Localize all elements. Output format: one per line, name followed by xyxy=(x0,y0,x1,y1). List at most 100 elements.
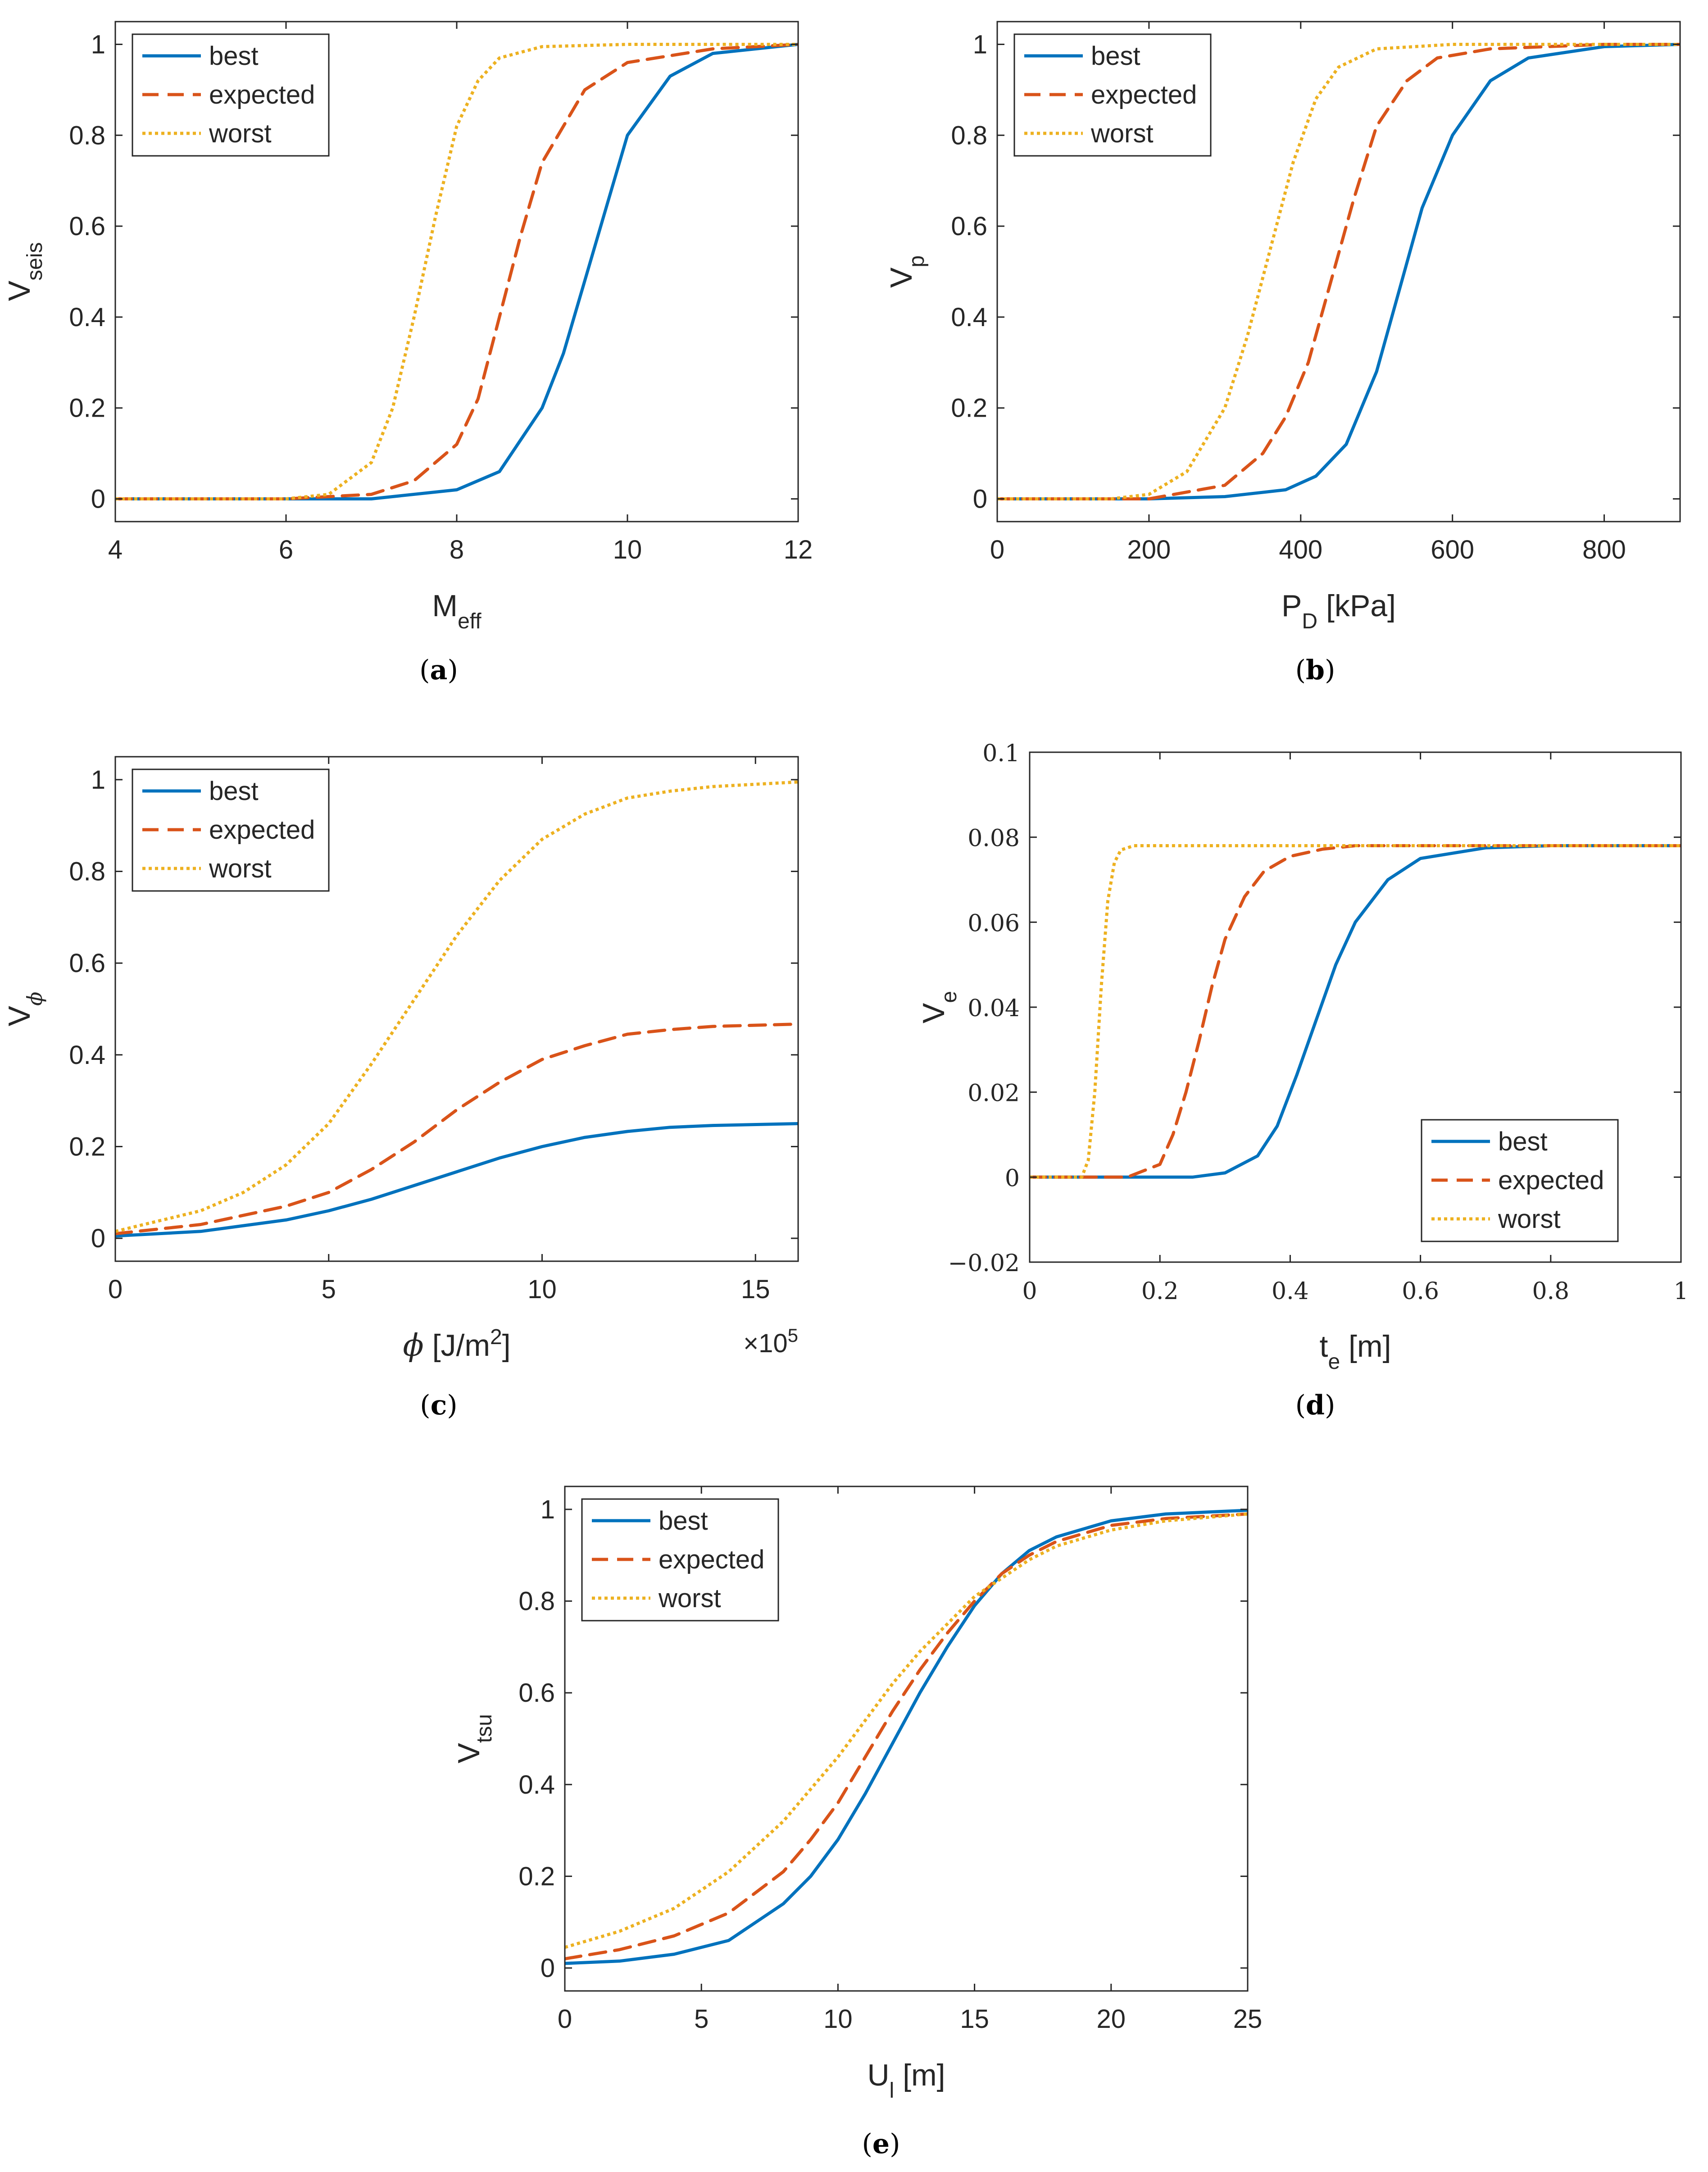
y-tick-label: 0 xyxy=(541,1954,555,1983)
y-tick-label: 0.1 xyxy=(982,740,1020,767)
series-group xyxy=(115,43,798,500)
x-tick-label: 10 xyxy=(527,1275,557,1304)
series-line-expected xyxy=(997,43,1680,500)
series-line-expected xyxy=(565,1512,1248,1961)
legend-label-expected: expected xyxy=(209,80,315,109)
panel-caption: (d) xyxy=(1295,1390,1336,1421)
legend-label-best: best xyxy=(209,777,259,806)
x-tick-label: 10 xyxy=(823,2004,853,2034)
y-tick-label: 0 xyxy=(91,485,105,514)
x-tick-label: 25 xyxy=(1233,2004,1263,2034)
chart-panel-c: 0 5 10 15 0 0.2 0.4 0.6 0.8 1 ×105 ϕ [J/m2] Vϕ best ex… xyxy=(2,756,799,1421)
x-tick-label: 600 xyxy=(1431,535,1474,564)
x-tick-label: 200 xyxy=(1127,535,1171,564)
series-group xyxy=(115,780,798,1238)
x-tick-label: 15 xyxy=(741,1275,770,1304)
series-group xyxy=(1030,844,1681,1179)
series-line-worst xyxy=(1030,844,1681,1179)
y-tick-label: 0.06 xyxy=(968,910,1020,937)
x-tick-label: 20 xyxy=(1097,2004,1126,2034)
y-tick-label: 0.04 xyxy=(968,995,1020,1022)
series-line-best xyxy=(1030,844,1681,1179)
legend-label-best: best xyxy=(1091,41,1140,71)
y-axis-label: Vp xyxy=(884,255,929,288)
axes-frame xyxy=(996,21,1681,523)
x-tick-label: 10 xyxy=(613,535,642,564)
x-tick-label: 0.6 xyxy=(1402,1278,1439,1305)
x-tick-label: 0.8 xyxy=(1532,1278,1569,1305)
x-tick-label: 15 xyxy=(960,2004,989,2034)
x-axis-label: Meff xyxy=(432,589,482,633)
axes-frame xyxy=(564,1486,1249,1992)
series-group xyxy=(565,1509,1248,1965)
panel-caption: (c) xyxy=(420,1390,457,1421)
y-tick-label: 0.02 xyxy=(968,1080,1020,1107)
y-tick-label: 0.4 xyxy=(951,303,987,332)
y-tick-label: 0.8 xyxy=(518,1587,555,1616)
legend-label-expected: expected xyxy=(209,815,315,845)
y-tick-label: 0.8 xyxy=(69,121,105,150)
x-tick-label: 5 xyxy=(322,1275,336,1304)
axes-frame xyxy=(114,756,799,1262)
chart-panel-e: 0 5 10 15 20 25 0 0.2 0.4 0.6 0.8 1 Ul [m] Vtsu best ex… xyxy=(452,1486,1262,2160)
y-tick-label: 0.08 xyxy=(968,825,1020,852)
y-tick-label: 0.4 xyxy=(69,303,105,332)
x-tick-label: 400 xyxy=(1279,535,1322,564)
y-tick-label: 0.4 xyxy=(69,1041,105,1070)
y-tick-label: 0.8 xyxy=(69,857,105,886)
x-tick-label: 5 xyxy=(694,2004,709,2034)
panel-caption: (a) xyxy=(419,654,458,686)
x-tick-label: 0 xyxy=(558,2004,572,2034)
series-line-best xyxy=(997,43,1680,500)
legend-label-expected: expected xyxy=(659,1545,764,1574)
y-tick-label: 0.2 xyxy=(69,1132,105,1161)
y-tick-label: 0.8 xyxy=(951,121,987,150)
legend-label-expected: expected xyxy=(1091,80,1197,109)
legend: best expected worst xyxy=(1421,1119,1619,1242)
y-tick-label: 0.6 xyxy=(951,212,987,241)
y-tick-label: 1 xyxy=(91,765,105,795)
x-axis-label: te [m] xyxy=(1320,1329,1391,1374)
chart-panel-a: 4 6 8 10 12 0 0.2 0.4 0.6 0.8 1 Meff Vseis best expect… xyxy=(2,21,813,686)
panel-caption: (b) xyxy=(1295,654,1336,686)
y-tick-label: 0.2 xyxy=(951,394,987,423)
y-tick-label: 0.6 xyxy=(69,949,105,978)
legend-label-worst: worst xyxy=(658,1584,721,1613)
series-line-expected xyxy=(115,1022,798,1236)
x-tick-label: 6 xyxy=(279,535,293,564)
x-tick-label: 8 xyxy=(450,535,464,564)
y-tick-label: 0 xyxy=(91,1224,105,1253)
x-tick-label: 1 xyxy=(1673,1278,1688,1305)
series-line-worst xyxy=(565,1512,1248,1949)
series-group xyxy=(997,43,1680,500)
legend: best expected worst xyxy=(132,33,330,157)
x-axis-multiplier: ×105 xyxy=(743,1325,798,1359)
y-axis-label: Vtsu xyxy=(452,1714,496,1763)
y-tick-label: 0 xyxy=(1005,1165,1020,1192)
y-axis-label: Vϕ xyxy=(2,992,47,1027)
legend-label-expected: expected xyxy=(1498,1166,1604,1195)
y-axis-label: Vseis xyxy=(2,242,47,301)
x-tick-label: 0 xyxy=(1022,1278,1037,1305)
x-tick-label: 12 xyxy=(784,535,813,564)
chart-panel-d: 0 0.2 0.4 0.6 0.8 1−0.0200.020.040.060.080.1t… xyxy=(917,740,1689,1421)
x-tick-label: 800 xyxy=(1582,535,1626,564)
x-axis-label: Ul [m] xyxy=(867,2058,945,2103)
x-tick-label: 0 xyxy=(990,535,1004,564)
legend: best expected worst xyxy=(1013,33,1212,157)
series-line-expected xyxy=(1030,844,1681,1179)
legend-label-worst: worst xyxy=(209,119,272,148)
y-tick-label: 0.6 xyxy=(69,212,105,241)
series-line-best xyxy=(115,43,798,500)
legend-label-worst: worst xyxy=(209,854,272,883)
series-line-best xyxy=(115,1122,798,1238)
panel-caption: (e) xyxy=(862,2128,900,2160)
y-tick-label: −0.02 xyxy=(948,1250,1020,1277)
series-line-worst xyxy=(115,43,798,500)
y-tick-label: 0 xyxy=(973,485,987,514)
x-tick-label: 0.4 xyxy=(1272,1278,1309,1305)
x-axis-label: ϕ [J/m2] xyxy=(403,1325,510,1364)
series-line-best xyxy=(565,1509,1248,1965)
x-axis-label: PD [kPa] xyxy=(1281,589,1396,633)
